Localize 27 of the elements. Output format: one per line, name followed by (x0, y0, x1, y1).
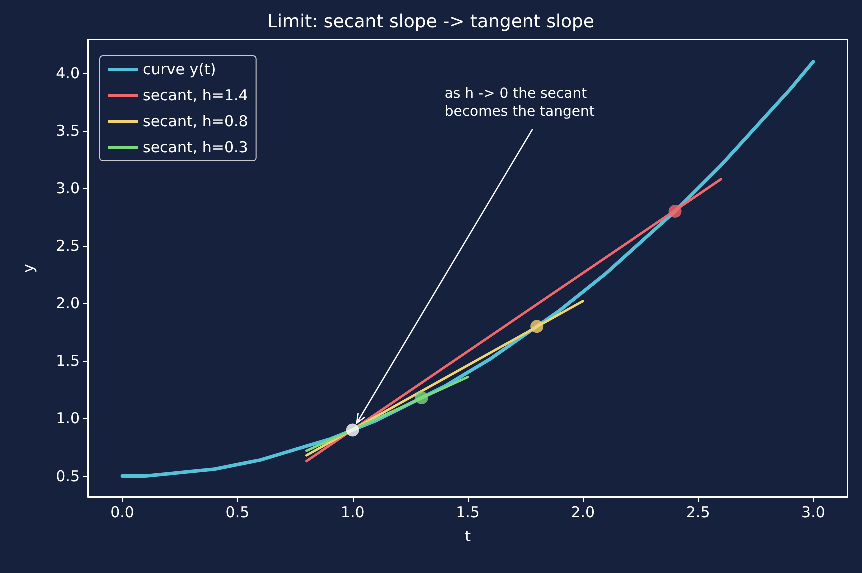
y-tick-label: 3.5 (56, 122, 80, 140)
y-tick-label: 1.5 (56, 352, 80, 370)
y-tick-label: 4.0 (56, 64, 80, 82)
legend-label: secant, h=0.3 (143, 138, 248, 156)
y-tick-label: 0.5 (56, 467, 80, 486)
legend-label: secant, h=0.8 (143, 112, 248, 130)
x-tick-label: 3.0 (802, 504, 826, 522)
y-tick-label: 2.0 (56, 294, 80, 313)
x-tick-label: 0.5 (226, 504, 250, 522)
point (346, 424, 360, 437)
x-tick-label: 0.0 (110, 504, 134, 522)
point (668, 205, 682, 218)
y-tick-label: 3.0 (56, 179, 80, 198)
y-tick-label: 1.0 (56, 410, 80, 428)
x-tick-label: 1.5 (456, 504, 480, 522)
point (415, 392, 428, 404)
x-tick-label: 2.0 (571, 504, 596, 522)
point (530, 320, 544, 334)
chart-title: Limit: secant slope -> tangent slope (268, 12, 594, 32)
x-axis-title: t (465, 528, 472, 546)
annotation: as h -> 0 the secant becomes the tangent (444, 86, 596, 120)
y-tick-label: 2.5 (56, 237, 80, 256)
x-tick-label: 1.0 (340, 504, 365, 522)
x-tick-label: 2.5 (686, 504, 710, 522)
y-axis-title: y (20, 264, 38, 273)
legend-label: secant, h=1.4 (143, 86, 248, 104)
legend-label: curve y(t) (143, 60, 216, 78)
